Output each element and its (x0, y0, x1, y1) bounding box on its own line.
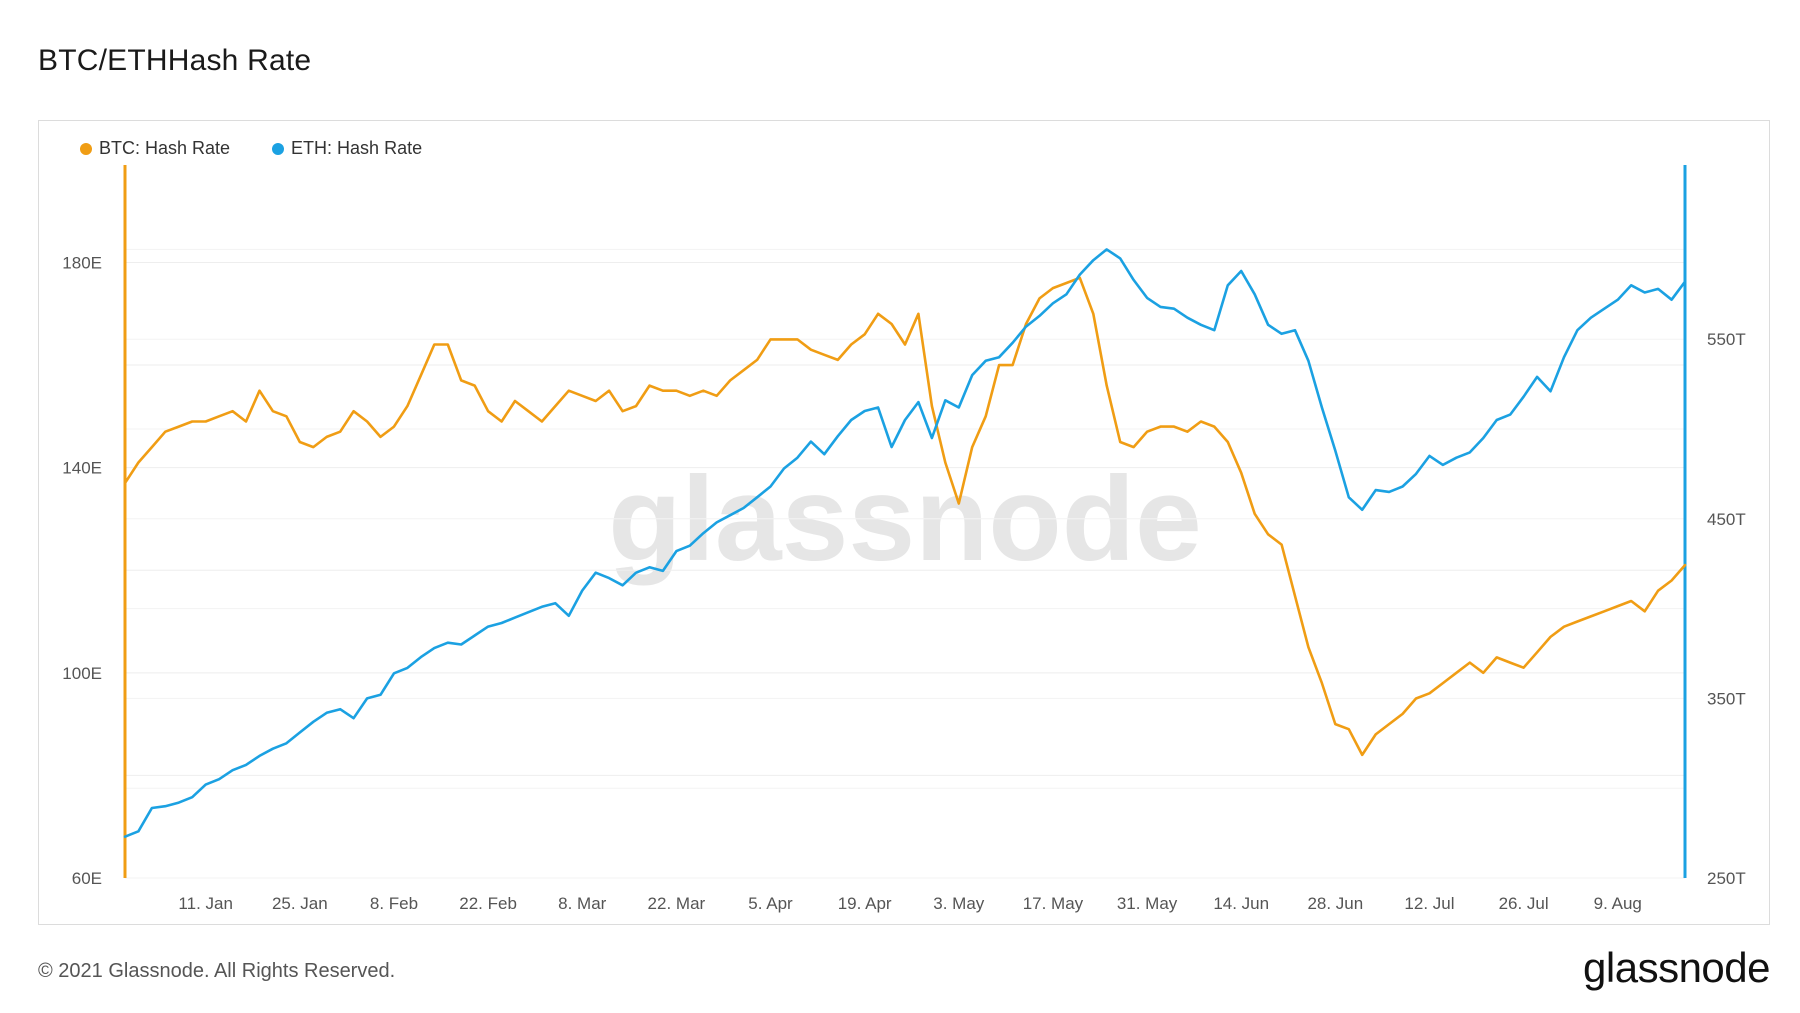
glassnode-logo[interactable]: glassnode (1583, 944, 1770, 991)
legend-label-eth: ETH: Hash Rate (291, 138, 423, 158)
y-left-tick-label: 180E (62, 253, 102, 272)
x-tick-label: 28. Jun (1307, 894, 1363, 913)
x-tick-label: 14. Jun (1213, 894, 1269, 913)
y-left-tick-label: 100E (62, 664, 102, 683)
x-tick-label: 31. May (1117, 894, 1178, 913)
x-tick-label: 12. Jul (1404, 894, 1454, 913)
footer-copyright: © 2021 Glassnode. All Rights Reserved. (38, 960, 396, 982)
x-tick-label: 22. Feb (459, 894, 517, 913)
legend-item-eth[interactable]: ETH: Hash Rate (272, 138, 422, 159)
x-tick-label: 19. Apr (838, 894, 892, 913)
x-tick-label: 25. Jan (272, 894, 328, 913)
chart-legend: BTC: Hash Rate ETH: Hash Rate (80, 138, 422, 159)
btc-hash-rate-line (123, 276, 1687, 757)
page-title: BTC/ETHHash Rate (38, 44, 312, 77)
x-tick-label: 9. Aug (1594, 894, 1642, 913)
chart-frame (38, 120, 1770, 925)
x-tick-label: 26. Jul (1499, 894, 1549, 913)
y-left-tick-label: 60E (72, 869, 102, 888)
x-tick-label: 11. Jan (178, 894, 233, 913)
x-tick-label: 8. Feb (370, 894, 418, 913)
y-left-tick-label: 140E (62, 459, 102, 478)
legend-label-btc: BTC: Hash Rate (99, 138, 231, 158)
y-right-tick-label: 250T (1707, 869, 1746, 888)
legend-item-btc[interactable]: BTC: Hash Rate (80, 138, 230, 159)
legend-dot-btc (80, 142, 92, 155)
y-right-tick-label: 350T (1707, 689, 1746, 708)
x-tick-label: 17. May (1023, 894, 1084, 913)
x-tick-label: 8. Mar (558, 894, 607, 913)
eth-hash-rate-line (123, 248, 1687, 839)
y-right-tick-label: 550T (1707, 330, 1746, 349)
x-tick-label: 3. May (933, 894, 985, 913)
x-tick-label: 5. Apr (748, 894, 793, 913)
x-tick-label: 22. Mar (648, 894, 706, 913)
y-right-tick-label: 450T (1707, 510, 1746, 529)
legend-dot-eth (272, 142, 285, 155)
